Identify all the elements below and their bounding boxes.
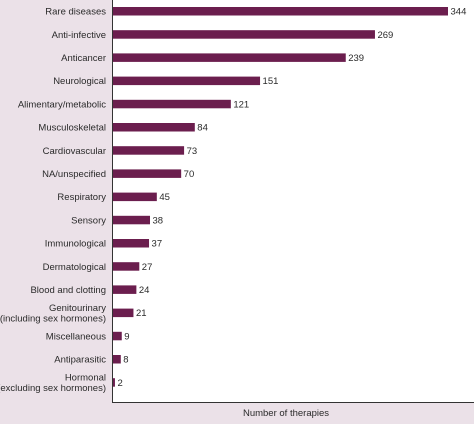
value-label-12: 24 (139, 285, 150, 296)
value-label-11: 27 (142, 262, 153, 273)
category-label-11: Dermatological (43, 262, 106, 273)
category-label-5: Musculoskeletal (38, 123, 106, 134)
category-label-12: Blood and clotting (30, 285, 106, 296)
bar-15 (113, 355, 121, 364)
bar-1 (113, 30, 375, 39)
category-label-2: Anticancer (61, 53, 106, 64)
bars (113, 7, 448, 387)
category-label-13: Genitourinary (including sex hormones) (0, 303, 106, 325)
value-label-9: 38 (153, 215, 164, 226)
category-label-4: Alimentary/metabolic (18, 99, 106, 110)
value-label-6: 73 (187, 146, 198, 157)
bar-0 (113, 7, 448, 16)
bar-14 (113, 331, 122, 341)
value-label-7: 70 (184, 169, 195, 180)
category-label-10: Immunological (45, 239, 106, 250)
value-label-13: 21 (136, 308, 147, 319)
value-label-16: 2 (117, 378, 122, 389)
bar-16 (113, 378, 115, 387)
bar-7 (113, 169, 182, 178)
category-label-8: Respiratory (57, 192, 106, 203)
category-label-1: Anti-infective (52, 30, 106, 41)
value-label-0: 344 (451, 7, 467, 18)
value-label-1: 269 (377, 30, 393, 41)
bar-4 (113, 99, 231, 109)
value-label-8: 45 (159, 192, 170, 203)
value-label-2: 239 (348, 53, 364, 64)
value-label-4: 121 (233, 99, 249, 110)
bar-11 (113, 262, 140, 271)
bar-13 (113, 308, 134, 318)
value-label-3: 151 (263, 76, 279, 87)
bar-10 (113, 239, 150, 248)
category-label-3: Neurological (53, 76, 106, 87)
value-label-15: 8 (123, 355, 128, 366)
value-label-5: 84 (197, 123, 208, 134)
bar-12 (113, 285, 137, 294)
category-label-7: NA/unspecified (42, 169, 106, 180)
category-label-0: Rare diseases (45, 7, 106, 18)
bar-5 (113, 123, 195, 132)
bar-2 (113, 53, 346, 62)
value-labels: 344 269 239 151 121 84 73 70 45 38 37 27 24 21 9 8 2 (117, 7, 466, 389)
x-axis-label: Number of therapies (243, 408, 329, 419)
plot-area (112, 0, 474, 402)
bar-6 (113, 146, 185, 155)
value-label-14: 9 (124, 331, 129, 342)
category-label-14: Miscellaneous (46, 331, 106, 342)
category-label-6: Cardiovascular (43, 146, 106, 157)
bar-9 (113, 215, 151, 225)
bar-8 (113, 192, 157, 202)
category-label-9: Sensory (71, 215, 106, 226)
category-label-16: Hormonal (excluding sex hormones) (0, 373, 106, 395)
category-labels: Rare diseases Anti-infective Anticancer Neu… (0, 7, 106, 394)
bar-3 (113, 76, 261, 86)
category-label-15: Antiparasitic (54, 355, 106, 366)
value-label-10: 37 (152, 239, 163, 250)
